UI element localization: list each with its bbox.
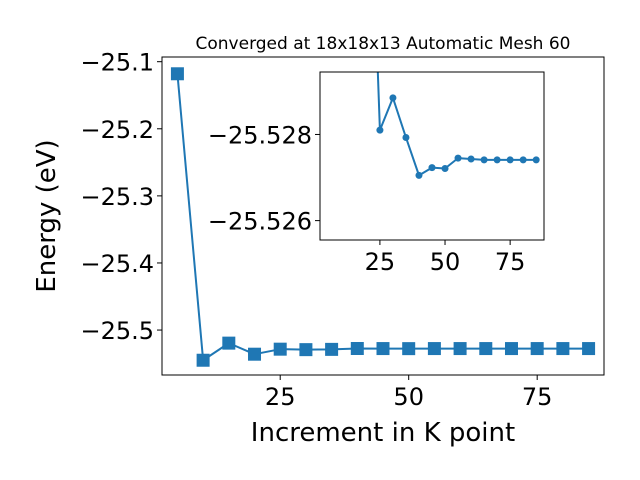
- main-y-tick-label: −25.5: [80, 317, 154, 345]
- inset-data-point: [454, 154, 462, 162]
- main-data-point: [222, 336, 236, 350]
- inset-data-point: [506, 156, 514, 164]
- main-y-tick-label: −25.3: [80, 183, 154, 211]
- inset-axes-frame: [319, 71, 545, 241]
- inset-series-layer: [376, 72, 540, 179]
- main-data-point: [530, 342, 544, 356]
- main-data-point: [299, 343, 313, 357]
- main-series-layer: [170, 67, 596, 367]
- inset-data-point: [415, 171, 423, 179]
- main-data-point: [556, 342, 570, 356]
- main-data-point: [248, 347, 262, 361]
- main-axes-frame: [161, 56, 605, 376]
- inset-data-point: [389, 94, 397, 102]
- main-data-point: [273, 342, 287, 356]
- main-x-ticks: 25 50 75: [265, 375, 553, 411]
- chart-title: Converged at 18x18x13 Automatic Mesh 60: [196, 34, 571, 54]
- inset-data-point: [519, 156, 527, 164]
- main-data-point: [325, 342, 339, 356]
- main-y-ticks: −25.1 −25.2 −25.3 −25.4 −25.5: [80, 49, 162, 345]
- inset-data-point: [532, 156, 540, 164]
- inset-data-point: [376, 126, 384, 134]
- inset-data-point: [428, 164, 436, 172]
- inset-x-tick-label: 75: [495, 248, 526, 276]
- main-y-tick-label: −25.1: [80, 49, 154, 77]
- main-data-point: [479, 342, 493, 356]
- main-data-point: [453, 342, 467, 356]
- main-data-point: [582, 342, 596, 356]
- y-axis-label: Energy (eV): [32, 139, 62, 292]
- inset-x-tick-label: 25: [365, 248, 396, 276]
- main-data-point: [376, 342, 390, 356]
- main-data-point: [402, 342, 416, 356]
- main-y-tick-label: −25.4: [80, 250, 154, 278]
- inset-y-tick-label: −25.526: [208, 208, 312, 236]
- inset-background: [320, 72, 544, 240]
- main-y-tick-label: −25.2: [80, 116, 154, 144]
- main-data-point: [504, 342, 518, 356]
- inset-data-point: [467, 155, 475, 163]
- inset-axes: 25 50 75 −25.528 −25.526: [208, 71, 545, 276]
- main-data-point: [427, 342, 441, 356]
- x-axis-label: Increment in K point: [251, 418, 515, 448]
- main-data-point: [196, 353, 210, 367]
- inset-y-tick-label: −25.528: [208, 121, 312, 149]
- main-x-tick-label: 75: [522, 383, 553, 411]
- inset-data-point: [441, 164, 449, 172]
- main-data-point: [170, 67, 184, 81]
- main-x-tick-label: 25: [265, 383, 296, 411]
- inset-x-ticks: 25 50 75: [365, 240, 526, 276]
- inset-data-point: [402, 133, 410, 141]
- main-x-tick-label: 50: [393, 383, 424, 411]
- main-axes: 25 50 75 −25.1 −25.2 −25.3 −25.4 −25.5 Converg…: [32, 34, 605, 448]
- inset-data-point: [493, 156, 501, 164]
- inset-y-ticks: −25.528 −25.526: [208, 121, 320, 236]
- inset-data-point: [480, 156, 488, 164]
- inset-x-tick-label: 50: [430, 248, 461, 276]
- main-data-point: [350, 342, 364, 355]
